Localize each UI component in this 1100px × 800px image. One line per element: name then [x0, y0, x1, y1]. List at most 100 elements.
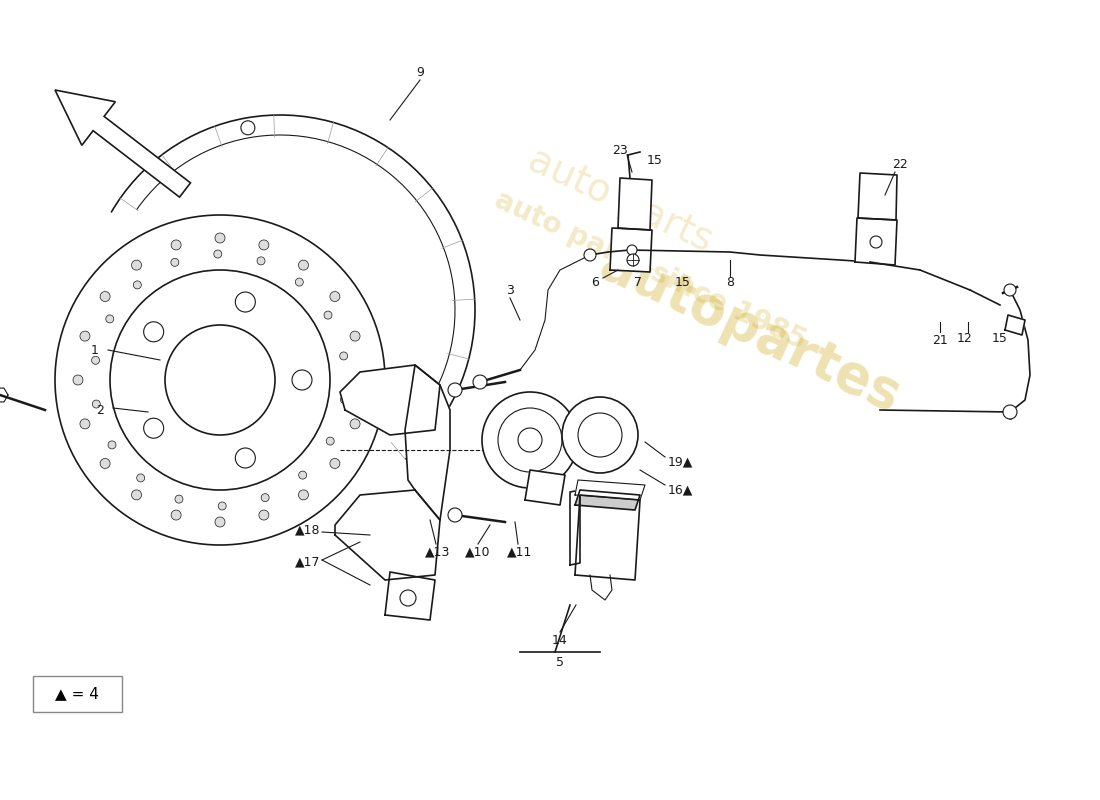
Circle shape	[80, 419, 90, 429]
Text: ▲ = 4: ▲ = 4	[55, 686, 99, 702]
Circle shape	[100, 458, 110, 469]
Circle shape	[358, 375, 367, 385]
Text: 2: 2	[96, 403, 103, 417]
Circle shape	[330, 458, 340, 469]
Circle shape	[235, 292, 255, 312]
Text: ▲11: ▲11	[507, 546, 532, 558]
Circle shape	[1004, 284, 1016, 296]
Text: 3: 3	[506, 283, 514, 297]
Circle shape	[73, 375, 82, 385]
Circle shape	[214, 517, 225, 527]
Text: 22: 22	[892, 158, 907, 171]
Circle shape	[562, 397, 638, 473]
Text: 1: 1	[91, 343, 99, 357]
Polygon shape	[610, 228, 652, 272]
Circle shape	[350, 331, 360, 341]
Polygon shape	[858, 173, 896, 220]
Circle shape	[136, 474, 145, 482]
Text: ▲17: ▲17	[295, 555, 321, 569]
Circle shape	[172, 240, 182, 250]
Text: 15: 15	[675, 275, 691, 289]
Text: 19▲: 19▲	[668, 455, 693, 469]
Circle shape	[299, 471, 307, 479]
Text: 14: 14	[552, 634, 568, 646]
Text: ▲13: ▲13	[426, 546, 451, 558]
Polygon shape	[0, 388, 8, 402]
Circle shape	[257, 257, 265, 265]
Text: 7: 7	[634, 275, 642, 289]
Circle shape	[170, 258, 179, 266]
Text: 23: 23	[612, 143, 628, 157]
Text: ▲18: ▲18	[295, 523, 321, 537]
Circle shape	[627, 254, 639, 266]
Text: 12: 12	[957, 331, 972, 345]
Text: 8: 8	[726, 275, 734, 289]
Circle shape	[295, 278, 304, 286]
Polygon shape	[340, 365, 440, 435]
Circle shape	[165, 325, 275, 435]
Text: auto parts: auto parts	[521, 141, 718, 259]
Text: ▲10: ▲10	[465, 546, 491, 558]
Text: 6: 6	[591, 275, 598, 289]
Circle shape	[213, 250, 222, 258]
Circle shape	[627, 245, 637, 255]
Circle shape	[214, 233, 225, 243]
Circle shape	[400, 590, 416, 606]
Polygon shape	[575, 495, 640, 580]
Circle shape	[80, 331, 90, 341]
Text: 15: 15	[647, 154, 663, 166]
Circle shape	[482, 392, 578, 488]
Circle shape	[108, 441, 115, 449]
Circle shape	[298, 260, 308, 270]
Circle shape	[106, 315, 113, 323]
Circle shape	[1003, 405, 1018, 419]
Text: 16▲: 16▲	[668, 483, 693, 497]
Circle shape	[258, 510, 268, 520]
Circle shape	[175, 495, 183, 503]
Circle shape	[340, 352, 348, 360]
Circle shape	[324, 311, 332, 319]
Circle shape	[172, 510, 182, 520]
Circle shape	[91, 356, 100, 364]
Circle shape	[448, 508, 462, 522]
Text: 15: 15	[992, 331, 1008, 345]
Polygon shape	[405, 365, 450, 520]
Circle shape	[258, 240, 268, 250]
Circle shape	[448, 383, 462, 397]
Circle shape	[330, 291, 340, 302]
Polygon shape	[618, 178, 652, 230]
Text: autopartes: autopartes	[592, 238, 909, 422]
Circle shape	[340, 396, 349, 404]
Polygon shape	[385, 572, 435, 620]
Text: 5: 5	[556, 655, 564, 669]
Circle shape	[327, 437, 334, 445]
Text: 21: 21	[932, 334, 948, 346]
Text: auto parts since 1985: auto parts since 1985	[490, 186, 811, 354]
Polygon shape	[570, 490, 580, 565]
Circle shape	[144, 322, 164, 342]
Circle shape	[218, 502, 227, 510]
Polygon shape	[855, 218, 896, 265]
Polygon shape	[525, 470, 565, 505]
Polygon shape	[575, 480, 645, 500]
Circle shape	[298, 490, 308, 500]
Circle shape	[133, 281, 141, 289]
FancyBboxPatch shape	[33, 676, 122, 712]
Circle shape	[241, 121, 255, 135]
Polygon shape	[336, 490, 440, 580]
FancyArrow shape	[55, 90, 190, 197]
Circle shape	[584, 249, 596, 261]
Circle shape	[473, 375, 487, 389]
Circle shape	[132, 490, 142, 500]
Circle shape	[350, 419, 360, 429]
Polygon shape	[575, 490, 640, 510]
Circle shape	[144, 418, 164, 438]
Circle shape	[55, 215, 385, 545]
Circle shape	[100, 291, 110, 302]
Circle shape	[870, 236, 882, 248]
Circle shape	[261, 494, 270, 502]
Text: 9: 9	[416, 66, 424, 78]
Circle shape	[132, 260, 142, 270]
Circle shape	[92, 400, 100, 408]
Polygon shape	[1005, 315, 1025, 335]
